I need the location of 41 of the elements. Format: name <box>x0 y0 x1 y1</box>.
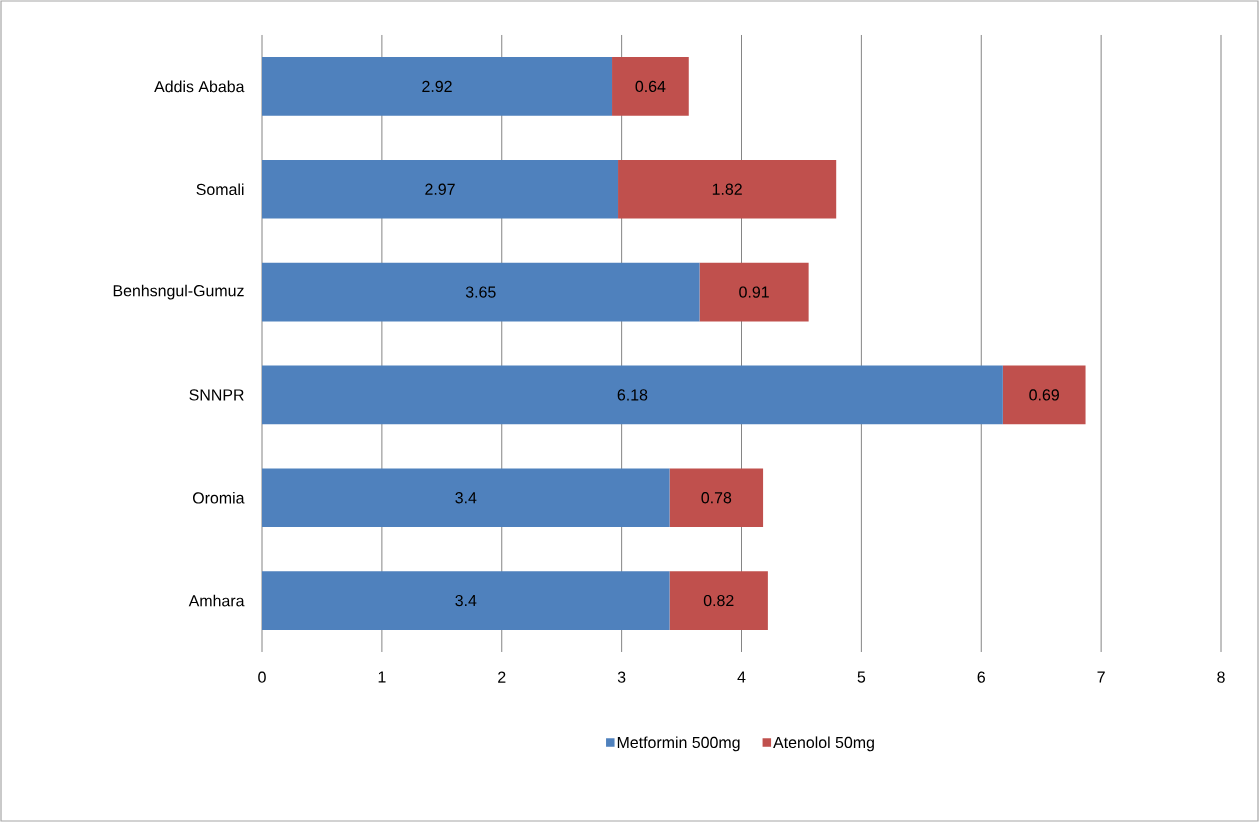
y-tick-label: Somali <box>196 183 244 196</box>
bar <box>262 365 1003 425</box>
data-label: 6.18 <box>617 389 648 401</box>
x-tick-label: 5 <box>857 671 866 683</box>
x-tick-label: 8 <box>1217 671 1225 683</box>
data-label: 1.82 <box>712 183 742 195</box>
bar <box>262 262 700 322</box>
x-tick-label: 7 <box>1097 671 1105 683</box>
data-label: 0.91 <box>739 286 769 298</box>
data-label: 0.64 <box>635 80 666 93</box>
x-tick-label: 6 <box>977 671 985 683</box>
y-tick-label: Oromia <box>192 491 245 504</box>
data-label: 2.92 <box>422 80 452 93</box>
bar <box>262 159 619 219</box>
legend-label: Metformin 500mg <box>617 736 740 752</box>
data-label: 0.82 <box>703 594 734 607</box>
y-tick-label: Amhara <box>188 594 245 607</box>
bar <box>262 571 670 630</box>
x-tick-label: 3 <box>617 671 626 683</box>
bar <box>1002 365 1086 425</box>
x-tick-label: 2 <box>498 671 506 683</box>
data-label: 2.97 <box>425 183 455 195</box>
data-label: 0.78 <box>701 492 732 504</box>
bar <box>699 262 809 322</box>
data-label: 3.65 <box>465 286 496 298</box>
bar <box>669 571 768 630</box>
x-tick-label: 4 <box>737 671 746 683</box>
bar <box>612 57 689 116</box>
bar <box>669 468 764 528</box>
x-tick-label: 1 <box>378 671 386 683</box>
data-label: 0.69 <box>1029 389 1059 401</box>
y-tick-label: Benhsngul-Gumuz <box>113 284 244 300</box>
legend-label: Atenolol 50mg <box>773 736 874 752</box>
x-tick-label: 0 <box>258 671 266 683</box>
bar <box>262 57 613 116</box>
y-tick-label: SNNPR <box>189 389 244 401</box>
bar <box>262 468 670 528</box>
bar <box>618 159 837 219</box>
data-label: 3.4 <box>455 594 477 607</box>
y-tick-label: Addis Ababa <box>154 80 245 93</box>
data-label: 3.4 <box>455 492 477 504</box>
